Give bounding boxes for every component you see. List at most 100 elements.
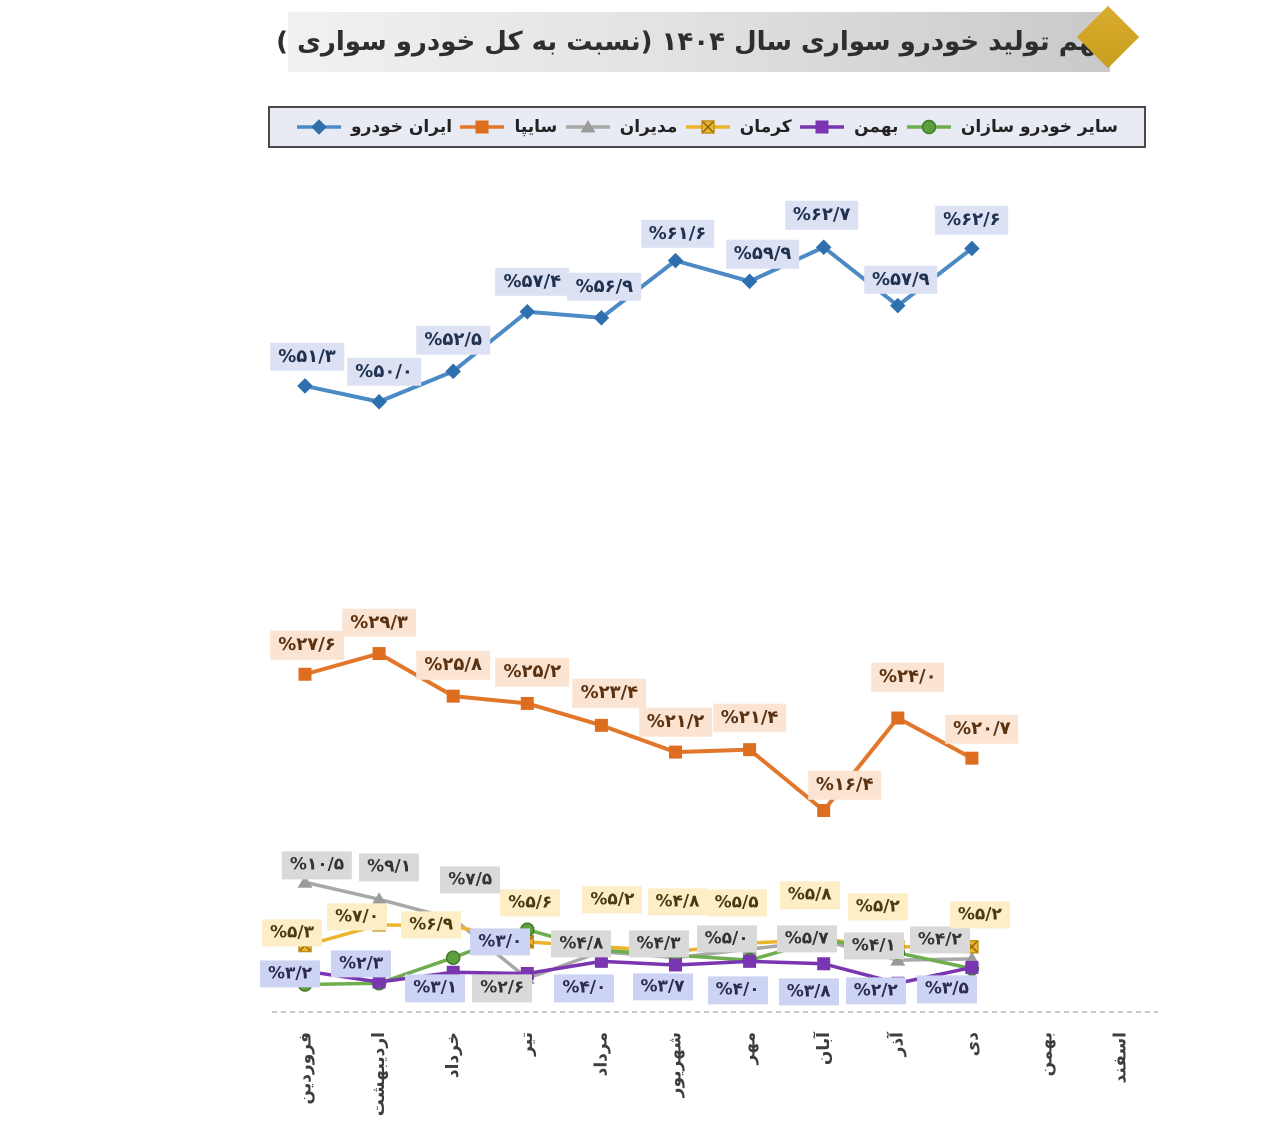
data-label-iran: %۵۹/۹ [725,240,800,269]
data-point-marker-triangle [297,875,313,888]
x-axis-label: بهمن [1036,1032,1056,1077]
data-label-bahman: %۴/۰ [554,974,615,1002]
data-label-modiran: %۵/۷ [776,925,837,953]
data-label-kerman: %۶/۹ [401,911,462,939]
data-point-marker-square [743,954,757,968]
data-point-marker-triangle [371,892,387,905]
data-point-marker-square [298,667,312,681]
x-axis-label: شهریور [665,1032,686,1098]
data-label-saipa: %۲۱/۲ [638,707,713,737]
x-axis-label: فروردین [295,1032,315,1105]
data-label-saipa: %۲۳/۴ [572,679,647,708]
legend-item-kerman: کرمان [685,117,792,137]
data-label-modiran: %۴/۱ [843,932,904,960]
data-label-kerman: %۵/۸ [779,881,840,910]
data-point-marker-diamond [741,273,758,290]
data-label-modiran: %۱۰/۵ [281,851,353,879]
x-axis-label: مهر [739,1032,760,1065]
x-axis-label-wrap: آبان [794,1032,834,1145]
x-axis-label-wrap: شهریور [646,1032,686,1145]
legend-item-iran: ایران خودرو [296,117,452,137]
data-point-marker-xsquare [701,120,715,134]
x-axis-label-wrap: تیر [497,1032,537,1145]
x-axis-label: آبان [813,1032,834,1066]
data-label-saipa: %۲۹/۳ [342,608,416,637]
data-label-bahman: %۳/۰ [470,927,531,956]
data-label-modiran: %۴/۸ [551,929,612,958]
page-title: سهم تولید خودرو سواری سال ۱۴۰۴ (نسبت به … [276,27,1122,57]
data-point-marker-diamond [815,239,832,256]
data-point-marker-diamond [297,378,313,394]
data-label-iran: %۶۱/۶ [640,219,715,248]
legend-label-saipa: سایپا [514,117,558,137]
legend-marker-bahman-icon [800,120,845,134]
data-label-saipa: %۲۰/۷ [945,714,1019,744]
x-axis-label: اردیبهشت [369,1032,390,1117]
x-axis-label: دی [961,1032,982,1057]
data-label-iran: %۵۰/۰ [347,357,421,386]
data-label-kerman: %۵/۵ [706,889,767,917]
data-label-kerman: %۵/۳ [262,918,322,947]
data-point-marker-square [815,120,829,134]
data-label-saipa: %۱۶/۴ [807,771,882,800]
x-axis-label: اسفند [1110,1032,1131,1084]
data-label-saipa: %۲۷/۶ [270,630,344,660]
data-point-marker-diamond [964,240,980,257]
data-label-kerman: %۷/۰ [327,903,388,931]
data-label-modiran: %۹/۱ [359,853,420,881]
legend-item-other: سایر خودرو سازان [906,117,1118,137]
x-axis-label-wrap: اردیبهشت [349,1032,389,1145]
data-point-marker-circle [921,119,937,135]
data-label-kerman: %۵/۶ [500,889,561,917]
legend-label-iran: ایران خودرو [351,117,453,137]
data-label-saipa: %۲۱/۴ [712,703,787,732]
series-line-saipa [303,651,974,813]
x-axis-label-wrap: فروردین [275,1032,315,1145]
data-point-marker-square [817,957,831,971]
legend-marker-modiran-icon [565,120,610,133]
data-label-iran: %۵۶/۹ [567,272,642,302]
data-label-kerman: %۴/۸ [647,887,708,916]
legend: ایران خودرو سایپا مدیران کرمان بهمن سایر خودر… [268,106,1146,148]
data-point-marker-circle [445,950,461,965]
data-label-kerman: %۵/۲ [949,901,1010,929]
data-label-saipa: %۲۵/۸ [416,650,490,680]
data-point-marker-square [520,696,534,710]
legend-label-other: سایر خودرو سازان [960,117,1118,137]
data-label-modiran: %۴/۳ [628,930,689,958]
x-axis-label-wrap: آذر [868,1032,908,1145]
x-axis-label-wrap: مهر [720,1032,760,1145]
legend-label-bahman: بهمن [854,117,899,137]
data-point-marker-square [743,743,757,757]
data-point-marker-square [594,718,608,732]
data-point-marker-square [475,120,489,134]
x-axis-label: مرداد [591,1032,612,1077]
data-label-modiran: %۴/۲ [909,926,970,954]
legend-marker-kerman-icon [685,120,730,134]
data-label-bahman: %۳/۲ [260,960,320,988]
title-bar: سهم تولید خودرو سواری سال ۱۴۰۴ (نسبت به … [276,12,1122,72]
data-label-iran: %۵۷/۴ [495,267,570,296]
data-point-marker-square [669,958,682,972]
data-point-marker-square [372,975,386,989]
data-label-bahman: %۳/۵ [916,975,977,1004]
x-axis-label-wrap: مرداد [571,1032,611,1145]
data-label-bahman: %۲/۳ [331,950,392,978]
data-label-bahman: %۳/۸ [778,978,839,1006]
legend-item-bahman: بهمن [799,117,898,137]
data-label-bahman: %۳/۷ [632,973,693,1001]
data-label-bahman: %۴/۰ [707,976,768,1004]
x-axis-label: آذر [887,1032,908,1057]
data-label-kerman: %۵/۲ [582,886,643,914]
x-axis-label: تیر [517,1032,538,1056]
data-label-bahman: %۲/۲ [845,977,906,1005]
x-axis-label-wrap: اسفند [1090,1032,1130,1145]
x-axis-label: خرداد [443,1032,464,1079]
data-point-marker-square [372,647,386,661]
data-point-marker-square [891,711,905,725]
data-label-iran: %۶۲/۶ [935,206,1009,235]
x-axis-label-wrap: خرداد [423,1032,463,1145]
data-point-marker-square [965,751,979,765]
legend-label-modiran: مدیران [619,117,678,137]
legend-marker-other-icon [906,119,951,135]
